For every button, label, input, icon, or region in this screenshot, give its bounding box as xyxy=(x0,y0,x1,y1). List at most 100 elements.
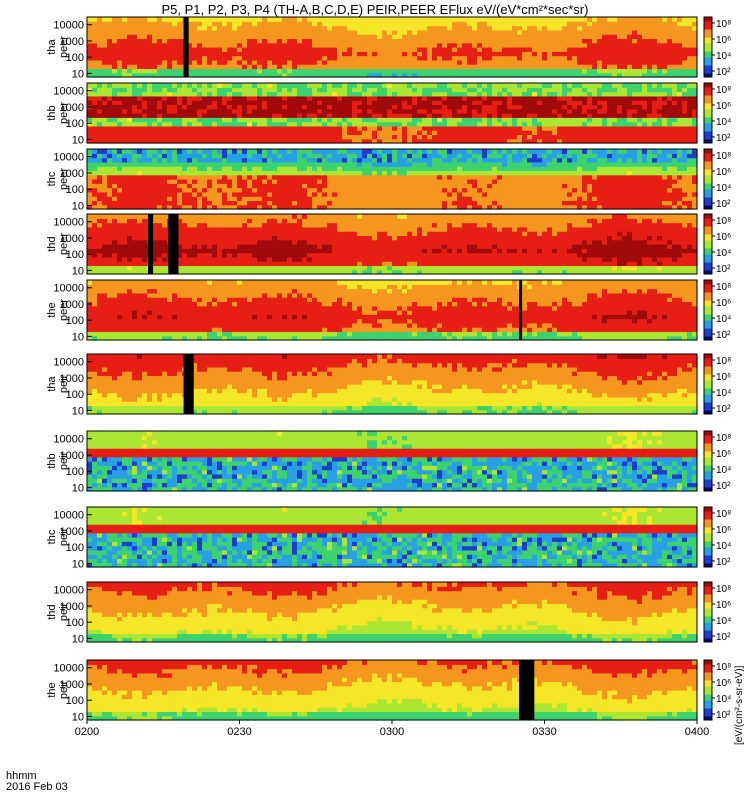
spectrogram-cell xyxy=(552,134,558,140)
spectrogram-cell xyxy=(537,95,543,101)
spectrogram-cell xyxy=(152,34,158,40)
spectrogram-cell xyxy=(422,42,428,48)
spectrogram-cell xyxy=(312,91,318,97)
spectrogram-cell xyxy=(607,59,613,65)
spectrogram-cell xyxy=(202,117,208,123)
spectrogram-cell xyxy=(557,179,563,184)
spectrogram-cell xyxy=(162,104,168,110)
spectrogram-cell xyxy=(187,104,193,110)
spectrogram-cell xyxy=(327,51,333,57)
spectrogram-cell xyxy=(152,174,158,180)
spectrogram-cell xyxy=(302,113,308,118)
spectrogram-cell xyxy=(542,55,548,61)
spectrogram-cell xyxy=(447,83,453,88)
spectrogram-cell xyxy=(172,191,178,197)
spectrogram-cell xyxy=(352,121,358,127)
spectrogram-cell xyxy=(562,174,568,180)
spectrogram-cell xyxy=(142,59,148,65)
spectrogram-cell xyxy=(502,68,508,74)
spectrogram-cell xyxy=(132,87,138,93)
spectrogram-cell xyxy=(672,83,678,88)
spectrogram-cell xyxy=(372,21,378,27)
spectrogram-cell xyxy=(427,104,433,110)
spectrogram-cell xyxy=(542,153,548,159)
spectrogram-cell xyxy=(377,47,383,52)
spectrogram-cell xyxy=(397,47,403,52)
spectrogram-cell xyxy=(482,68,488,74)
spectrogram-cell xyxy=(357,104,363,110)
spectrogram-cell xyxy=(337,196,343,202)
spectrogram-cell xyxy=(147,191,153,197)
spectrogram-cell xyxy=(112,95,118,101)
spectrogram-cell xyxy=(172,196,178,202)
spectrogram-cell xyxy=(477,174,483,180)
spectrogram-cell xyxy=(247,134,253,140)
spectrogram-cell xyxy=(472,174,478,180)
spectrogram-cell xyxy=(322,29,328,35)
colorbar-segment xyxy=(704,135,712,138)
spectrogram-cell xyxy=(182,117,188,123)
spectrogram-cell xyxy=(177,161,183,167)
spectrogram-cell xyxy=(612,21,618,27)
spectrogram-cell xyxy=(442,68,448,74)
spectrogram-cell xyxy=(402,51,408,57)
spectrogram-cell xyxy=(647,42,653,48)
spectrogram-cell xyxy=(177,200,183,206)
spectrogram-cell xyxy=(677,64,683,70)
spectrogram-cell xyxy=(677,29,683,35)
spectrogram-cell xyxy=(247,21,253,27)
spectrogram-cell xyxy=(262,117,268,123)
spectrogram-cell xyxy=(432,204,438,210)
spectrogram-cell xyxy=(662,117,668,123)
spectrogram-cell xyxy=(417,34,423,40)
spectrogram-cell xyxy=(97,161,103,167)
spectrogram-cell xyxy=(262,34,268,40)
spectrogram-cell xyxy=(442,166,448,172)
spectrogram-cell xyxy=(137,134,143,140)
spectrogram-cell xyxy=(537,121,543,127)
spectrogram-cell xyxy=(217,130,223,136)
spectrogram-cell xyxy=(362,113,368,118)
spectrogram-cell xyxy=(292,130,298,136)
spectrogram-cell xyxy=(242,95,248,101)
spectrogram-cell xyxy=(652,87,658,93)
spectrogram-cell xyxy=(287,34,293,40)
spectrogram-cell xyxy=(602,108,608,114)
spectrogram-cell xyxy=(692,38,698,44)
spectrogram-cell xyxy=(192,42,198,48)
spectrogram-cell xyxy=(447,121,453,127)
spectrogram-cell xyxy=(382,83,388,88)
spectrogram-cell xyxy=(292,51,298,57)
spectrogram-cell xyxy=(527,38,533,44)
spectrogram-cell xyxy=(462,64,468,70)
spectrogram-cell xyxy=(312,64,318,70)
spectrogram-cell xyxy=(302,25,308,31)
spectrogram-cell xyxy=(167,51,173,57)
spectrogram-cell xyxy=(162,130,168,136)
spectrogram-cell xyxy=(282,196,288,202)
spectrogram-cell xyxy=(477,183,483,189)
spectrogram-cell xyxy=(262,38,268,44)
spectrogram-cell xyxy=(672,51,678,57)
spectrogram-cell xyxy=(87,34,93,40)
spectrogram-cell xyxy=(227,72,233,78)
spectrogram-cell xyxy=(437,51,443,57)
spectrogram-cell xyxy=(547,117,553,123)
spectrogram-cell xyxy=(322,134,328,140)
spectrogram-cell xyxy=(347,166,353,172)
spectrogram-cell xyxy=(492,138,498,144)
spectrogram-cell xyxy=(527,42,533,48)
spectrogram-cell xyxy=(227,166,233,172)
spectrogram-cell xyxy=(117,59,123,65)
spectrogram-cell xyxy=(427,64,433,70)
spectrogram-cell xyxy=(482,42,488,48)
spectrogram-cell xyxy=(587,187,593,193)
spectrogram-cell xyxy=(302,34,308,40)
spectrogram-cell xyxy=(517,59,523,65)
spectrogram-cell xyxy=(462,204,468,210)
spectrogram-cell xyxy=(192,95,198,101)
spectrogram-cell xyxy=(472,91,478,97)
spectrogram-cell xyxy=(142,72,148,78)
spectrogram-cell xyxy=(332,47,338,52)
spectrogram-cell xyxy=(167,87,173,93)
